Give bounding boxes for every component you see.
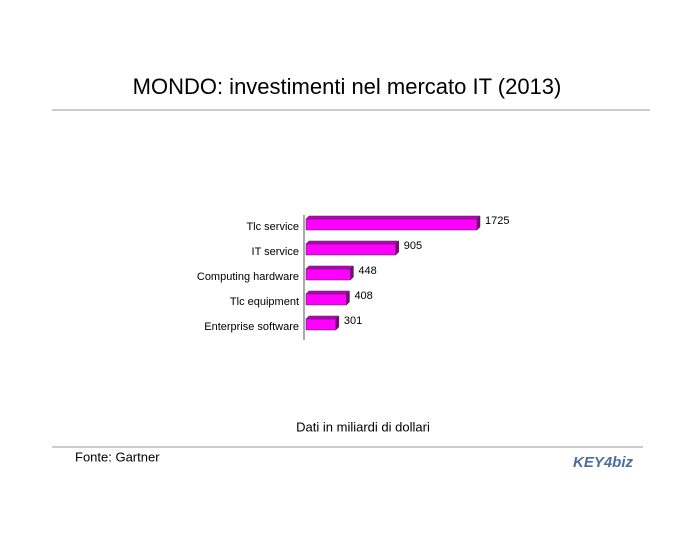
category-label: Enterprise software — [204, 321, 299, 333]
bar — [305, 315, 340, 331]
value-label: 408 — [354, 290, 372, 302]
category-label: Tlc service — [246, 221, 299, 233]
bar-top — [305, 315, 340, 320]
bar — [305, 240, 400, 256]
bar-top — [305, 215, 481, 220]
bar-top — [305, 265, 355, 270]
bar-face — [305, 318, 337, 331]
bar — [305, 265, 355, 281]
chart-note: Dati in miliardi di dollari — [296, 419, 430, 434]
plot: 1725 Tlc service 905 IT service 448 Computing… — [197, 215, 510, 333]
source: Fonte: Gartner — [75, 449, 160, 464]
bar-face — [305, 218, 478, 231]
value-label: 301 — [344, 315, 362, 327]
value-label: 905 — [404, 240, 422, 252]
bar — [305, 215, 481, 231]
bar-top — [305, 290, 351, 295]
bar-face — [305, 243, 396, 256]
bar-face — [305, 268, 351, 281]
bar — [305, 290, 351, 306]
logo: KEY4biz — [573, 454, 634, 471]
category-label: Computing hardware — [197, 271, 299, 283]
value-label: 1725 — [485, 215, 509, 227]
bar-face — [305, 293, 347, 306]
category-label: IT service — [252, 246, 299, 258]
chart-title: MONDO: investimenti nel mercato IT (2013… — [133, 74, 562, 99]
value-label: 448 — [358, 265, 376, 277]
category-label: Tlc equipment — [230, 296, 299, 308]
bar-top — [305, 240, 400, 245]
